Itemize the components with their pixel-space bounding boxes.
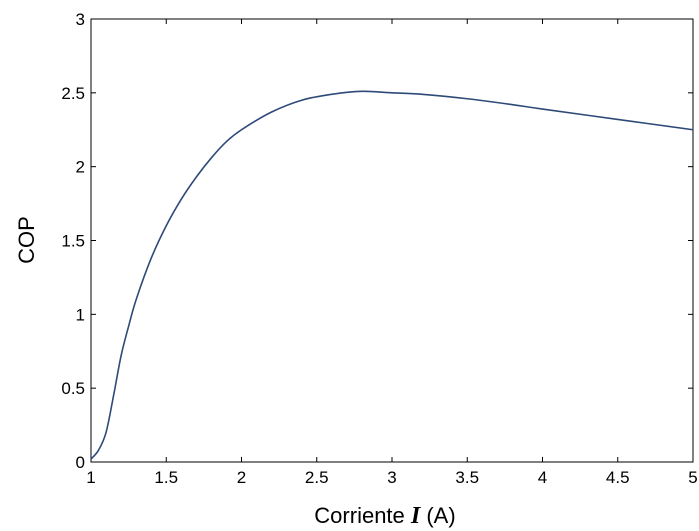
y-tick-label: 1 bbox=[76, 305, 85, 324]
y-axis-title: COP bbox=[14, 216, 39, 264]
x-axis-title: Corriente I (A) bbox=[314, 503, 455, 529]
y-tick-label: 0.5 bbox=[61, 379, 85, 398]
x-tick-label: 5 bbox=[688, 468, 697, 487]
x-tick-label: 1 bbox=[86, 468, 95, 487]
x-axis-title-prefix: Corriente bbox=[314, 503, 411, 528]
y-tick-label: 3 bbox=[76, 10, 85, 29]
x-tick-label: 2 bbox=[237, 468, 246, 487]
series-line bbox=[90, 90, 694, 460]
x-axis-title-symbol: I bbox=[410, 503, 422, 529]
x-tick-label: 3.5 bbox=[455, 468, 479, 487]
x-tick-label: 4.5 bbox=[606, 468, 630, 487]
y-tick-label: 0 bbox=[76, 453, 85, 472]
plot-area bbox=[90, 18, 694, 463]
tick-labels: 1 1.5 2 2.5 3 3.5 4 4.5 5 0 0.5 1 1.5 2 2.5 3 bbox=[61, 10, 697, 487]
x-axis-title-suffix: (A) bbox=[420, 503, 455, 528]
x-tick-label: 1.5 bbox=[154, 468, 178, 487]
x-tick-label: 4 bbox=[538, 468, 547, 487]
x-tick-label: 2.5 bbox=[305, 468, 329, 487]
x-tick-label: 3 bbox=[387, 468, 396, 487]
y-tick-label: 2 bbox=[76, 158, 85, 177]
y-tick-label: 1.5 bbox=[61, 232, 85, 251]
y-tick-label: 2.5 bbox=[61, 84, 85, 103]
ticks bbox=[90, 18, 694, 463]
